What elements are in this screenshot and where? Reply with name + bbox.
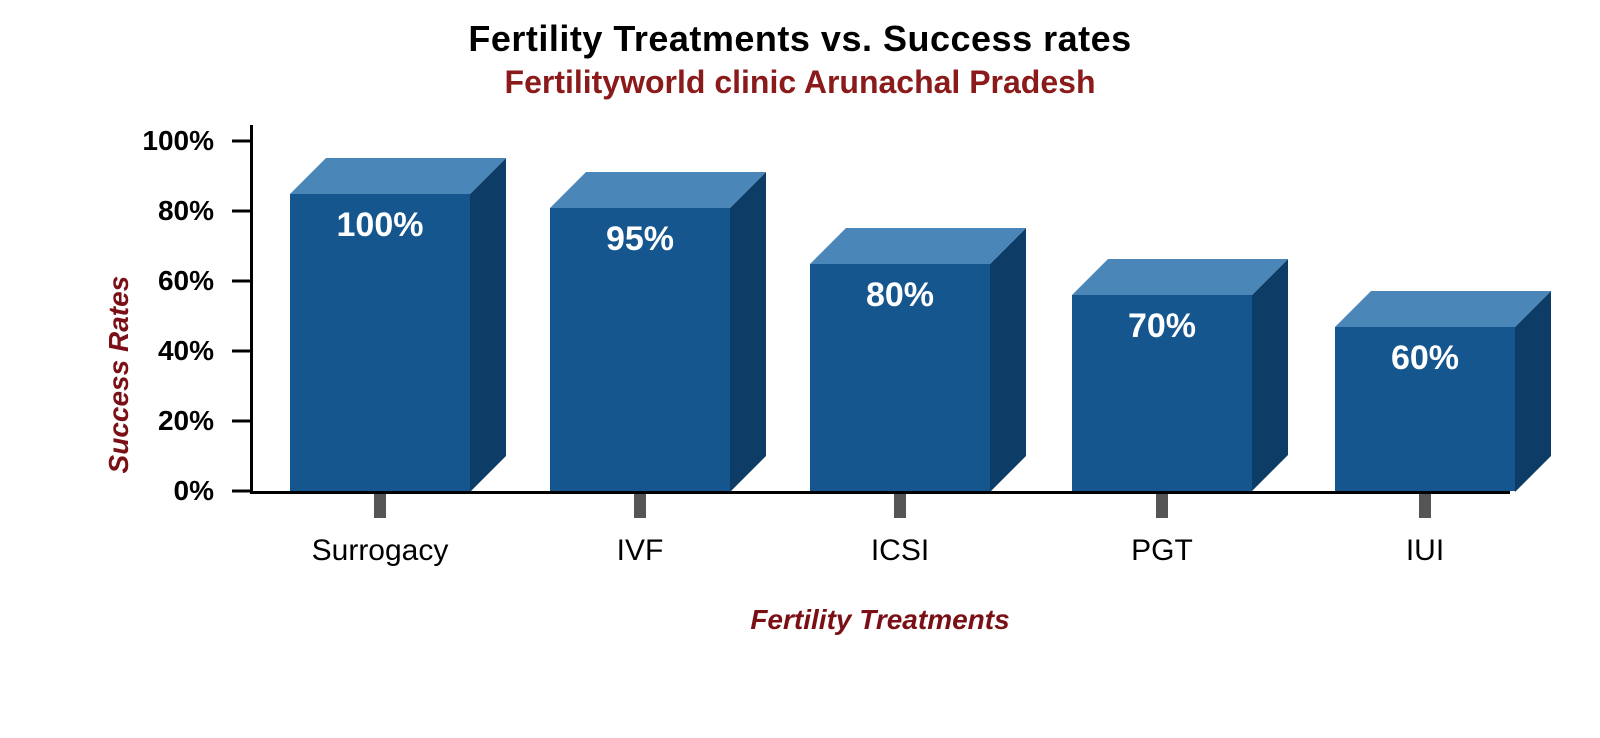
y-tick-label: 60%	[158, 265, 214, 297]
y-tick-mark	[232, 420, 250, 423]
bar-value-label: 70%	[1072, 307, 1252, 346]
category-label: PGT	[1131, 534, 1193, 568]
bar-peg	[374, 494, 386, 518]
bar-peg	[1156, 494, 1168, 518]
bar-peg	[1419, 494, 1431, 518]
bar-iui: 60%	[1335, 291, 1515, 492]
chart-title-block: Fertility Treatments vs. Success rates F…	[0, 0, 1600, 101]
y-tick-mark	[232, 140, 250, 143]
bar-top	[810, 228, 1026, 264]
plot-area: 0%20%40%60%80%100%100%Surrogacy95%IVF80%…	[250, 121, 1510, 551]
chart-area: Success Rates 0% 20% 40% 60% 80% 100% 100% Surr…	[0, 101, 1600, 661]
bar-top	[550, 172, 766, 208]
category-label: IUI	[1406, 534, 1444, 568]
bar-side	[990, 228, 1026, 492]
y-tick-label: 0%	[174, 475, 214, 507]
category-label: Surrogacy	[312, 534, 449, 568]
chart-title: Fertility Treatments vs. Success rates	[0, 18, 1600, 60]
category-label: IVF	[617, 534, 664, 568]
bar-peg	[634, 494, 646, 518]
bar-surrogacy: 100%	[290, 158, 470, 492]
bar-value-label: 60%	[1335, 339, 1515, 378]
bar-value-label: 100%	[290, 206, 470, 245]
y-tick-label: 20%	[158, 405, 214, 437]
x-axis-title: Fertility Treatments	[750, 604, 1009, 636]
y-axis-title: Success Rates	[103, 276, 135, 474]
bar-top	[290, 158, 506, 194]
bar-ivf: 95%	[550, 172, 730, 492]
y-axis-line	[250, 125, 253, 491]
bar-side	[470, 158, 506, 492]
y-tick-mark	[232, 490, 250, 493]
y-tick-label: 100%	[142, 125, 214, 157]
bar-pgt: 70%	[1072, 259, 1252, 491]
category-label: ICSI	[871, 534, 929, 568]
y-tick-mark	[232, 210, 250, 213]
bar-value-label: 95%	[550, 220, 730, 259]
chart-subtitle: Fertilityworld clinic Arunachal Pradesh	[0, 64, 1600, 101]
y-tick-label: 40%	[158, 335, 214, 367]
y-tick-mark	[232, 350, 250, 353]
bar-value-label: 80%	[810, 276, 990, 315]
bar-top	[1335, 291, 1551, 327]
y-tick-mark	[232, 280, 250, 283]
x-axis-line	[250, 491, 1510, 494]
y-tick-label: 80%	[158, 195, 214, 227]
bar-top	[1072, 259, 1288, 295]
bar-side	[730, 172, 766, 492]
bar-peg	[894, 494, 906, 518]
bar-icsi: 80%	[810, 228, 990, 492]
bar-side	[1252, 259, 1288, 491]
